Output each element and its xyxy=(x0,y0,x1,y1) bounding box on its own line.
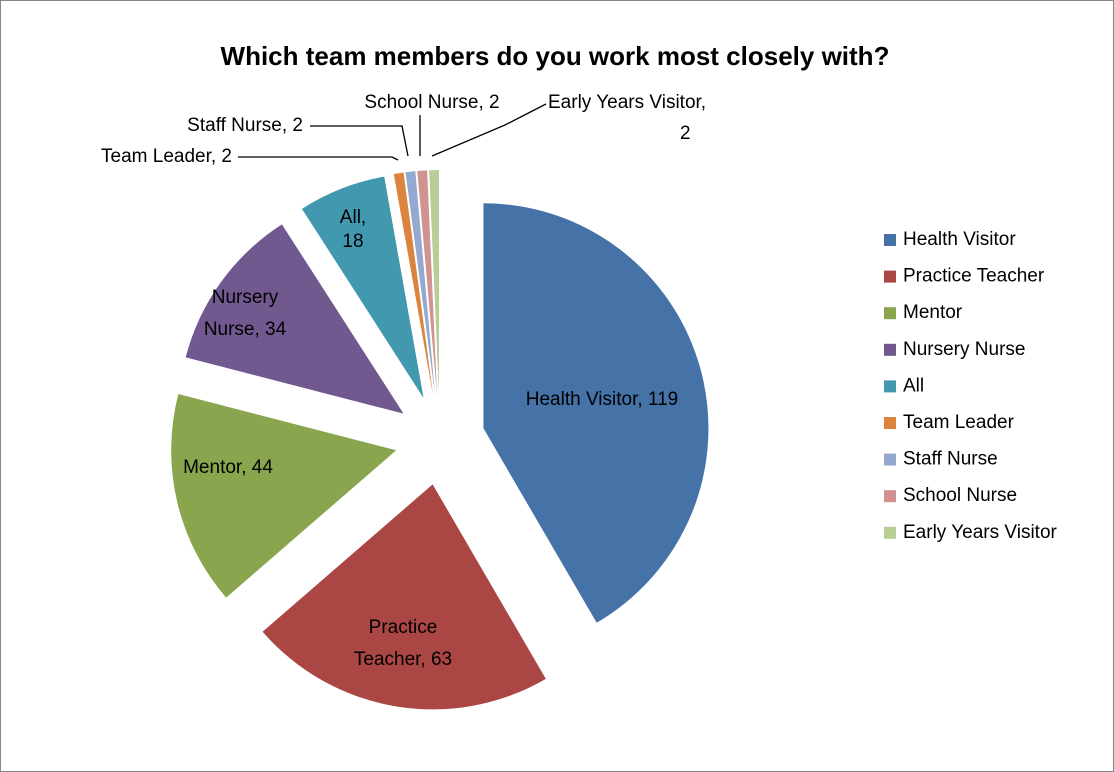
data-label: Health Visitor, 119 xyxy=(526,389,678,410)
data-label: Nursery Nurse, 34 xyxy=(204,287,287,340)
legend-label: Practice Teacher xyxy=(903,266,1045,287)
legend-label: Mentor xyxy=(903,302,963,323)
pie-slice xyxy=(429,170,440,396)
legend-swatch xyxy=(884,453,896,466)
legend-swatch xyxy=(884,490,896,503)
data-label-line: Early Years Visitor, xyxy=(548,92,706,113)
legend-label: Early Years Visitor xyxy=(903,522,1058,543)
legend-label: Staff Nurse xyxy=(903,449,998,470)
pie-slice xyxy=(393,172,434,396)
data-label-line: 18 xyxy=(342,231,363,252)
data-label-line: Nursery xyxy=(212,287,279,308)
data-label-line: Teacher, 63 xyxy=(354,649,452,670)
data-label: Team Leader, 2 xyxy=(101,146,232,167)
leader-line xyxy=(310,125,409,157)
legend-label: Team Leader xyxy=(903,412,1015,433)
leader-line xyxy=(431,103,547,157)
pie-slice xyxy=(171,394,397,598)
pie-slice xyxy=(262,484,546,710)
pie-slice xyxy=(185,224,404,414)
data-label-line: Practice xyxy=(369,617,438,638)
data-label: Mentor, 44 xyxy=(183,457,273,478)
data-label: Staff Nurse, 2 xyxy=(187,115,303,136)
data-label-line: 2 xyxy=(680,123,691,144)
pie-slice xyxy=(483,203,709,623)
legend-swatch xyxy=(884,380,896,393)
pie-slice xyxy=(301,176,424,399)
pie-slice xyxy=(405,171,436,396)
legend-swatch xyxy=(884,526,896,539)
legend-label: Health Visitor xyxy=(903,229,1016,250)
legend-swatch xyxy=(884,234,896,246)
legend-swatch xyxy=(884,417,896,429)
data-label-line: Nurse, 34 xyxy=(204,319,287,340)
chart-title: Which team members do you work most clos… xyxy=(221,41,890,71)
legend-label: Nursery Nurse xyxy=(903,339,1025,360)
data-label: Practice Teacher, 63 xyxy=(354,617,452,670)
data-label: Early Years Visitor, 2 xyxy=(548,92,706,144)
pie-slice xyxy=(417,170,438,396)
legend-label: All xyxy=(903,375,924,396)
data-label: All, 18 xyxy=(340,207,366,252)
leader-line xyxy=(238,156,399,161)
legend-swatch xyxy=(884,343,896,356)
legend-swatch xyxy=(884,270,896,283)
legend-swatch xyxy=(884,307,896,320)
legend-label: School Nurse xyxy=(903,485,1017,506)
data-label-line: All, xyxy=(340,207,366,228)
data-label: School Nurse, 2 xyxy=(364,92,499,113)
